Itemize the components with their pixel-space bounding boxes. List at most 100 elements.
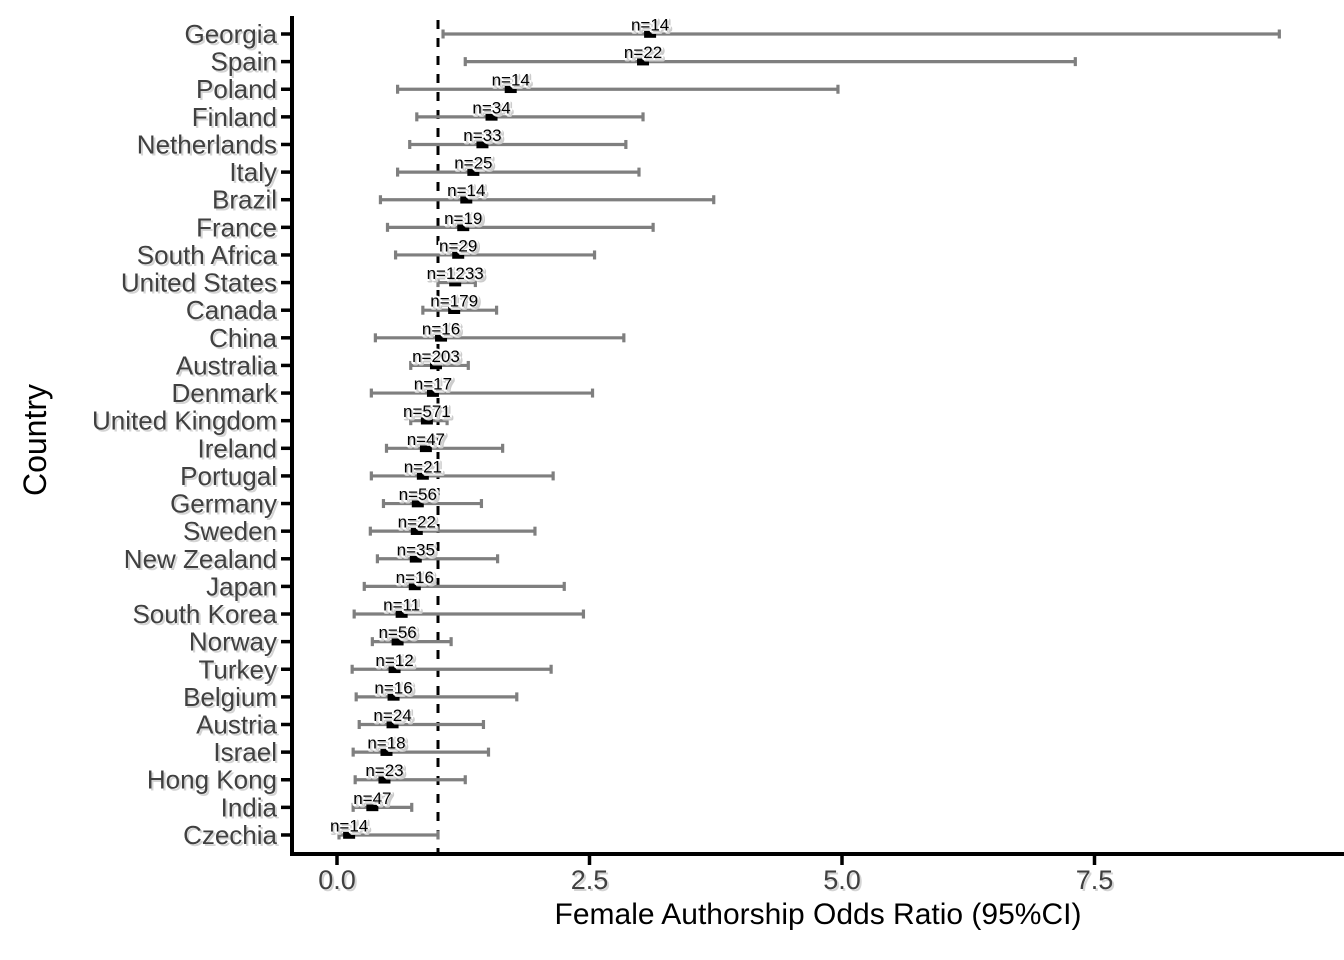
n-label: n=35 [397, 540, 435, 559]
point-estimate [378, 775, 391, 784]
forest-row: n=14 [396, 69, 840, 94]
n-label: n=47 [353, 789, 391, 808]
country-tick-label: Belgium [183, 682, 277, 712]
point-estimate [637, 57, 650, 66]
n-label: n=203 [412, 347, 460, 366]
forest-row: n=22 [368, 511, 537, 536]
forest-row: n=11 [352, 594, 586, 619]
point-estimate [411, 499, 424, 508]
country-tick-label: Brazil [212, 185, 277, 215]
forest-row: n=14 [378, 179, 716, 205]
forest-row: n=16 [354, 676, 519, 702]
point-estimate [448, 306, 461, 314]
n-label: n=17 [414, 375, 452, 394]
point-estimate [391, 637, 404, 646]
country-tick-label: Netherlands [137, 129, 277, 159]
n-label: n=14 [492, 71, 530, 90]
country-tick-label: Japan [206, 571, 277, 601]
country-tick-label: Italy [229, 157, 277, 187]
country-tick-label: Georgia [185, 19, 278, 49]
country-tick-label: Germany [170, 489, 277, 519]
country-tick-label: United States [121, 268, 277, 298]
n-label: n=1233 [427, 264, 484, 283]
point-estimate [409, 554, 422, 563]
point-estimate [386, 720, 399, 729]
point-estimate [410, 527, 423, 535]
point-estimate [435, 334, 448, 342]
forest-row: n=19 [385, 207, 655, 232]
forest-row: n=1233 [425, 262, 486, 288]
point-estimate [467, 168, 480, 176]
point-estimate [460, 195, 473, 204]
x-tick-label: 5.0 [823, 865, 861, 895]
n-label: n=12 [375, 651, 413, 670]
n-label: n=33 [463, 126, 501, 145]
forest-row: n=35 [375, 538, 500, 564]
forest-row: n=16 [373, 317, 626, 343]
country-tick-label: Hong Kong [147, 765, 277, 795]
y-axis-title: Country [17, 384, 53, 496]
n-label: n=56 [399, 485, 437, 504]
point-estimate [476, 140, 489, 149]
point-estimate [388, 665, 401, 674]
n-label: n=14 [447, 181, 485, 200]
point-estimate [395, 610, 408, 618]
country-tick-label: Norway [189, 627, 277, 657]
n-label: n=179 [430, 292, 478, 311]
forest-row: n=12 [350, 649, 553, 674]
point-estimate [452, 251, 465, 259]
forest-row: n=47 [351, 787, 414, 812]
point-estimate [419, 444, 432, 453]
forest-row: n=16 [362, 566, 566, 591]
country-tick-label: South Korea [132, 599, 277, 629]
x-tick-label: 2.5 [571, 865, 609, 895]
country-tick-label: Australia [176, 350, 278, 380]
point-estimate [457, 223, 470, 232]
n-label: n=18 [367, 734, 405, 753]
point-estimate [387, 693, 400, 701]
forest-row: n=22 [463, 41, 1077, 67]
forest-row: n=17 [369, 373, 595, 398]
point-estimate [644, 30, 657, 38]
n-label: n=29 [439, 236, 477, 255]
forest-row: n=23 [353, 759, 467, 785]
n-label: n=47 [407, 430, 445, 449]
point-estimate [449, 278, 462, 287]
x-tick-label: 7.5 [1076, 865, 1114, 895]
forest-row: n=33 [408, 124, 628, 149]
n-label: n=24 [373, 706, 411, 725]
forest-row: n=34 [415, 96, 645, 122]
n-label: n=11 [383, 596, 420, 615]
country-tick-label: Turkey [199, 654, 278, 684]
x-axis-title: Female Authorship Odds Ratio (95%CI) [555, 898, 1082, 931]
country-tick-label: Canada [186, 295, 278, 325]
point-estimate [420, 416, 433, 425]
forest-row: n=203 [409, 345, 470, 370]
forest-row: n=14 [328, 814, 440, 840]
n-label: n=16 [422, 319, 460, 338]
n-label: n=23 [365, 761, 403, 780]
country-tick-label: France [196, 212, 277, 242]
point-estimate [485, 113, 498, 121]
n-label: n=14 [631, 16, 669, 35]
forest-row: n=21 [369, 455, 555, 481]
forest-row: n=56 [381, 483, 484, 509]
n-label: n=22 [398, 513, 436, 532]
n-label: n=56 [378, 623, 416, 642]
country-tick-label: Czechia [183, 820, 277, 850]
error-bar-rows-layer: n=14 n=22 n=14 n=34 n=33 n=25 n=14 n=19 n=29 n=12… [328, 14, 1281, 840]
forest-row: n=29 [393, 234, 597, 260]
forest-row: n=18 [351, 732, 491, 757]
n-label: n=14 [330, 816, 368, 835]
point-estimate [504, 85, 517, 94]
point-estimate [366, 803, 379, 812]
country-tick-label: Finland [192, 102, 277, 132]
n-label: n=34 [472, 98, 510, 117]
n-label: n=571 [403, 402, 451, 421]
country-tick-label: Poland [196, 74, 277, 104]
forest-row: n=25 [396, 152, 641, 177]
n-label: n=25 [454, 154, 492, 173]
point-estimate [408, 582, 421, 591]
country-tick-label: Denmark [172, 378, 278, 408]
